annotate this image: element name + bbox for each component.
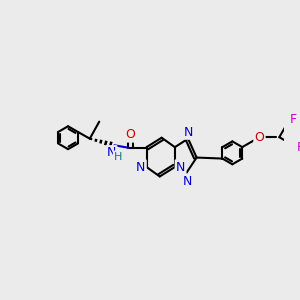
- Text: F: F: [290, 113, 297, 127]
- Text: O: O: [254, 131, 264, 144]
- Text: O: O: [125, 128, 135, 141]
- Text: N: N: [183, 125, 193, 139]
- Text: H: H: [114, 152, 122, 162]
- Text: N: N: [182, 175, 192, 188]
- Text: F: F: [297, 141, 300, 154]
- Text: N: N: [107, 146, 116, 159]
- Text: N: N: [136, 160, 146, 173]
- Text: N: N: [176, 160, 185, 173]
